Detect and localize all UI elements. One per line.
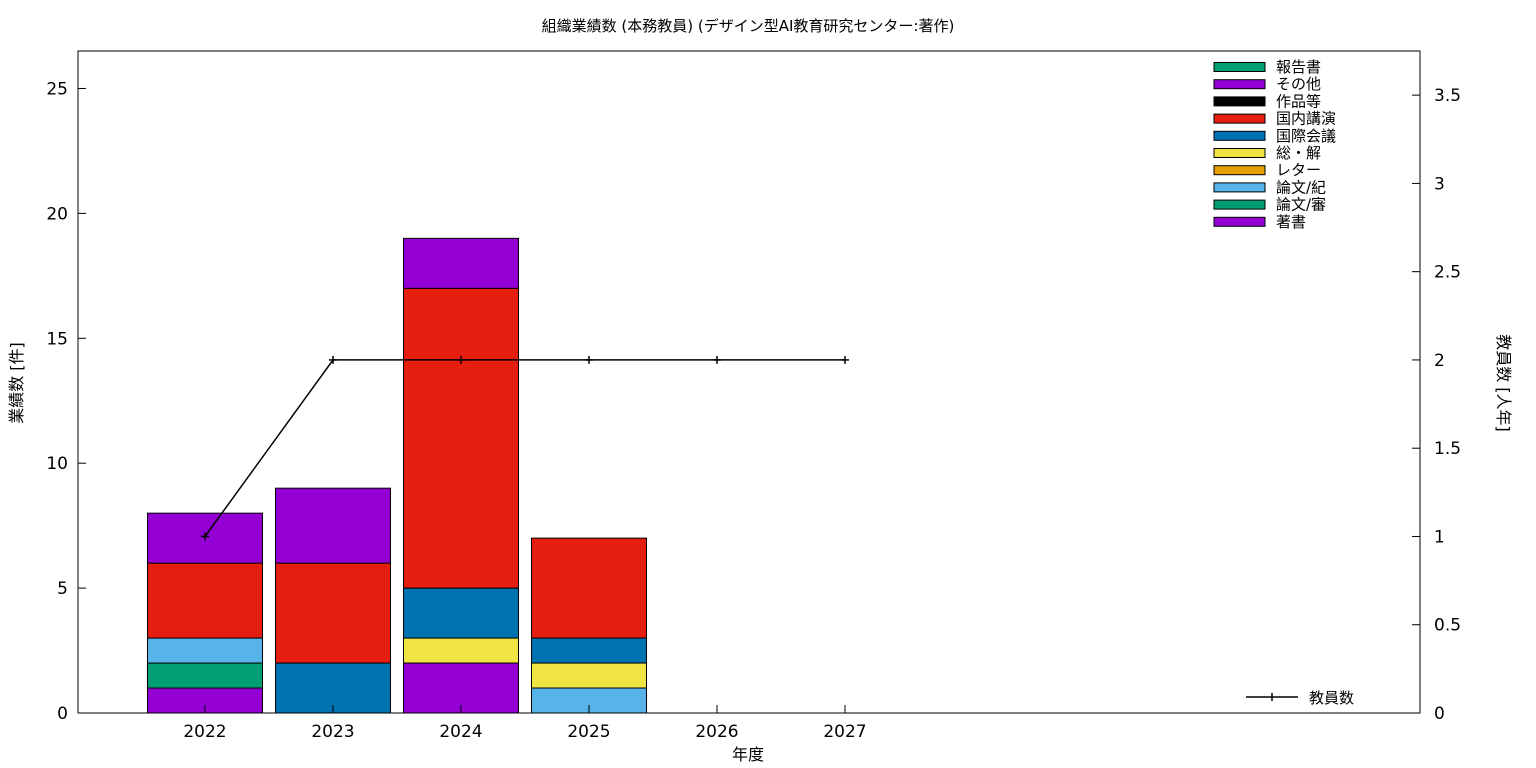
bar-segment-2022-series-1 xyxy=(147,662,263,689)
x-tick-label-2026: 2026 xyxy=(695,722,738,742)
line-point-2027 xyxy=(841,355,849,364)
line-point-2023 xyxy=(329,355,337,364)
legend-label: 国内講演 xyxy=(1276,110,1336,128)
legend-item-8: その他 xyxy=(1213,75,1321,93)
x-tick-label-2023: 2023 xyxy=(311,722,354,742)
y2-tick-label: 3.5 xyxy=(1434,86,1461,106)
y2-tick-label: 1 xyxy=(1434,527,1445,547)
x-axis-label: 年度 xyxy=(732,745,764,764)
legend-item-7: 作品等 xyxy=(1213,92,1321,110)
legend-swatch xyxy=(1213,182,1266,193)
bar-segment-2024-series-6 xyxy=(403,287,519,589)
legend-label: 作品等 xyxy=(1276,92,1321,110)
legend-swatch xyxy=(1213,130,1266,141)
legend-swatch xyxy=(1213,79,1266,90)
line-point-2022 xyxy=(201,532,209,541)
y-tick-label: 15 xyxy=(46,329,68,349)
y-tick-label: 5 xyxy=(57,579,68,599)
legend-line-label: 教員数 xyxy=(1309,689,1354,707)
line-point-2024 xyxy=(457,355,465,364)
legend-label: その他 xyxy=(1276,75,1321,93)
legend-swatch xyxy=(1213,113,1266,124)
x-tick-label-2022: 2022 xyxy=(183,722,226,742)
legend-item-6: 国内講演 xyxy=(1213,110,1336,128)
x-tick-label-2025: 2025 xyxy=(567,722,610,742)
legend-label: 論文/審 xyxy=(1276,196,1326,214)
legend-label: 著書 xyxy=(1276,213,1306,231)
y2-tick-label: 0.5 xyxy=(1434,616,1461,636)
bar-segment-2025-series-5 xyxy=(531,637,647,664)
chart-title: 組織業績数 (本務教員) (デザイン型AI教育研究センター:著作) xyxy=(542,17,955,35)
legend-swatch xyxy=(1213,96,1266,107)
bars-layer xyxy=(147,237,647,714)
bar-segment-2024-series-8 xyxy=(403,237,519,289)
legend-item-line: 教員数 xyxy=(1246,689,1354,707)
legend-item-0: 著書 xyxy=(1213,213,1306,231)
bar-segment-2025-series-6 xyxy=(531,537,647,639)
legend-item-1: 論文/審 xyxy=(1213,196,1326,214)
bar-segment-2024-series-4 xyxy=(403,637,519,664)
legend-item-4: 総・解 xyxy=(1213,144,1321,162)
legend-label: 論文/紀 xyxy=(1276,178,1326,196)
y-tick-label: 0 xyxy=(57,704,68,724)
y-axis-label: 業績数 [件] xyxy=(7,342,26,424)
x-tick-label-2027: 2027 xyxy=(823,722,866,742)
line-layer xyxy=(201,355,849,541)
bar-segment-2022-series-2 xyxy=(147,637,263,664)
legend-swatch xyxy=(1213,216,1266,227)
legend-label: レター xyxy=(1276,161,1321,179)
legend-swatch xyxy=(1213,62,1266,72)
legend-item-2: 論文/紀 xyxy=(1213,178,1326,196)
legend-item-3: レター xyxy=(1213,161,1321,179)
legend-swatch xyxy=(1213,165,1266,176)
y2-tick-label: 2.5 xyxy=(1434,263,1461,283)
bar-segment-2023-series-8 xyxy=(275,487,391,564)
y2-tick-label: 1.5 xyxy=(1434,439,1461,459)
y2-tick-label: 3 xyxy=(1434,174,1445,194)
legend-label: 報告書 xyxy=(1276,58,1321,76)
legend-swatch xyxy=(1213,148,1266,158)
bar-segment-2025-series-4 xyxy=(531,662,647,689)
bar-segment-2024-series-5 xyxy=(403,587,519,639)
plot-frame xyxy=(77,50,1421,714)
y-tick-label: 25 xyxy=(46,79,68,99)
legend-item-9: 報告書 xyxy=(1213,58,1321,76)
legend-label: 国際会議 xyxy=(1276,127,1336,145)
line-series-faculty-count xyxy=(204,359,845,537)
bar-segment-2024-series-0 xyxy=(403,662,519,714)
x-tick-label-2024: 2024 xyxy=(439,722,482,742)
legend-swatch xyxy=(1213,199,1266,210)
line-point-2025 xyxy=(585,355,593,364)
y2-tick-label: 0 xyxy=(1434,704,1445,724)
legend-label: 総・解 xyxy=(1276,144,1321,162)
y-tick-label: 10 xyxy=(46,454,68,474)
line-point-2026 xyxy=(713,355,721,364)
bar-segment-2023-series-6 xyxy=(275,562,391,664)
bar-segment-2022-series-6 xyxy=(147,562,263,639)
y2-tick-label: 2 xyxy=(1434,351,1445,371)
legend-item-5: 国際会議 xyxy=(1213,127,1336,145)
y-tick-label: 20 xyxy=(46,204,68,224)
y2-axis-label: 教員数 [人年] xyxy=(1494,334,1513,432)
